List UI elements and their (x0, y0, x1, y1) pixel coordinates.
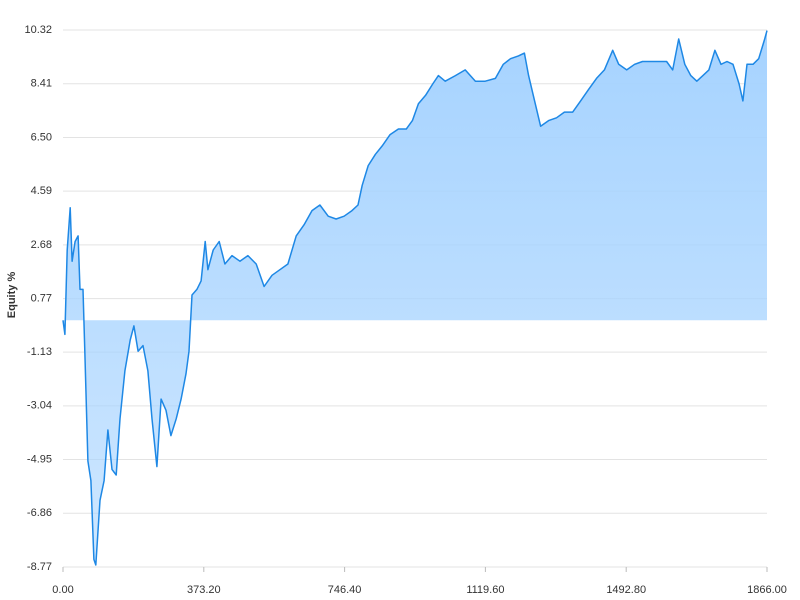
y-axis-label: Equity % (6, 272, 18, 319)
y-tick-label: -8.77 (27, 561, 52, 573)
equity-line (62, 30, 768, 566)
x-tick-label: 0.00 (52, 584, 73, 596)
x-tick-label: 1119.60 (466, 584, 504, 596)
x-tick-label: 746.40 (328, 584, 362, 596)
x-tick-label: 1866.00 (747, 584, 787, 596)
y-tick-label: -3.04 (27, 400, 52, 412)
y-tick-label: -4.95 (27, 453, 52, 465)
y-tick-label: 0.77 (31, 293, 52, 305)
y-tick-label: -6.86 (27, 507, 52, 519)
y-tick-label: 2.68 (31, 239, 52, 251)
y-tick-label: -1.13 (27, 346, 52, 358)
y-tick-label: 4.59 (31, 185, 52, 197)
x-tick-label: 373.20 (187, 584, 221, 596)
area-fill (63, 30, 767, 566)
y-tick-label: 8.41 (31, 78, 52, 90)
y-tick-label: 6.50 (31, 131, 52, 143)
x-tick-label: 1492.80 (606, 584, 646, 596)
y-tick-label: 10.32 (24, 24, 52, 36)
